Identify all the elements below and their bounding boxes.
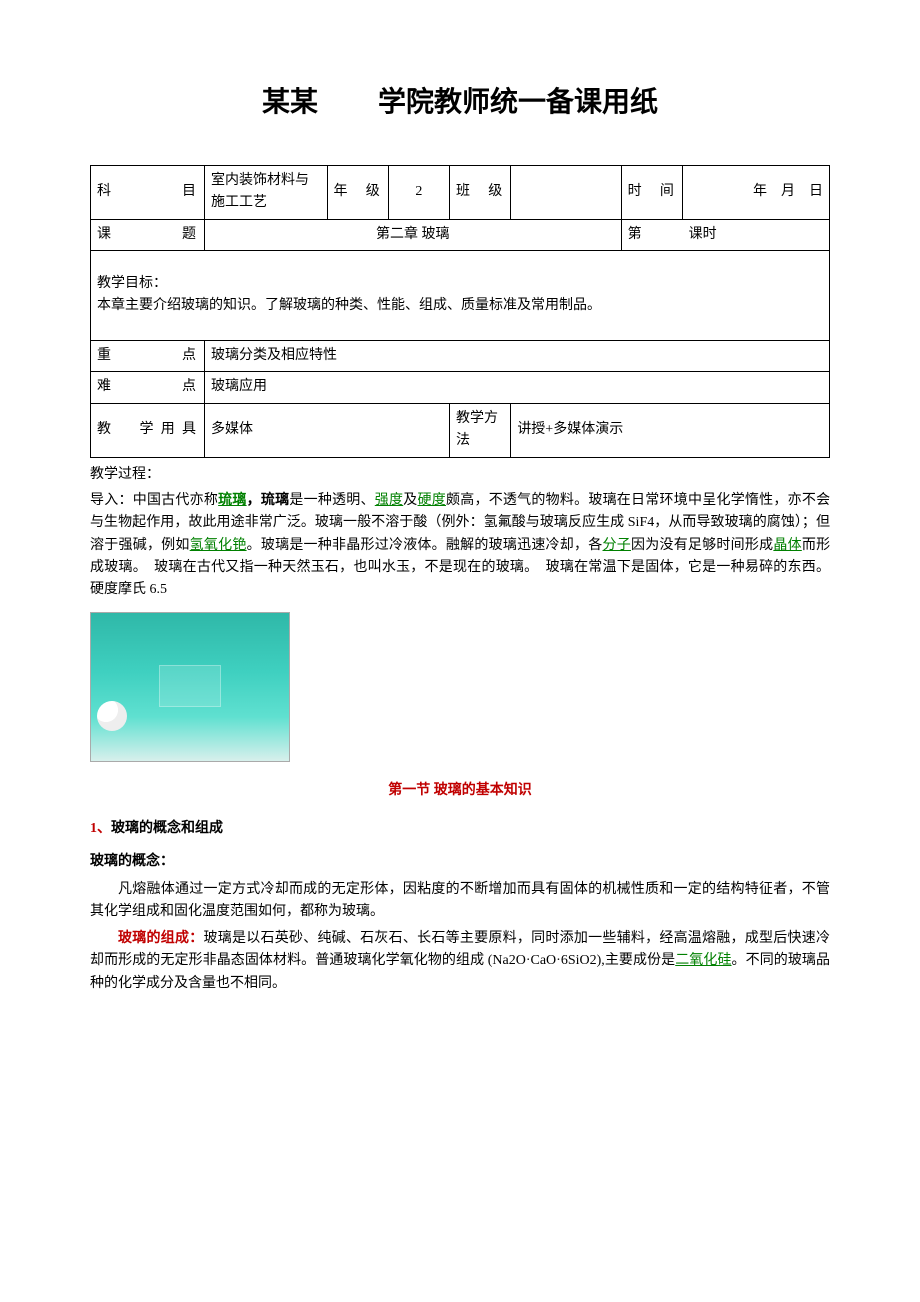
concept-head: 玻璃的概念： [90,851,830,873]
content-body: 教学过程： 导入：中国古代亦称琉璃，琉璃是一种透明、强度及硬度颇高，不透气的物料… [90,464,830,995]
process-label: 教学过程： [90,464,830,486]
grade-value: 2 [388,165,449,219]
intro-seg1: 是一种透明、 [289,493,374,508]
subject-value: 室内装饰材料与施工工艺 [204,165,327,219]
sec1-num: 1、 [90,821,111,836]
table-row: 教 学用具 多媒体 教学方法 讲授+多媒体演示 [91,403,830,457]
intro-seg2: 及 [403,493,417,508]
molecule-link[interactable]: 分子 [603,538,631,553]
hardness-link[interactable]: 硬度 [418,493,446,508]
csoh-link[interactable]: 氢氧化铯 [190,538,247,553]
intro-lead: 导入：中国古代亦称 [90,493,218,508]
subject-label: 科 目 [91,165,205,219]
flower-icon [97,701,127,731]
title-left: 某某 [262,80,318,125]
table-row: 教学目标： 本章主要介绍玻璃的知识。了解玻璃的种类、性能、组成、质量标准及常用制… [91,250,830,340]
title-right: 学院教师统一备课用纸 [378,80,658,125]
sec1-item1-head: 1、玻璃的概念和组成 [90,818,830,840]
keypoint-value: 玻璃分类及相应特性 [204,340,829,371]
liuli-bold-link[interactable]: 琉璃 [218,493,246,508]
table-row: 科 目 室内装饰材料与施工工艺 年级 2 班级 时间 年 月 日 [91,165,830,219]
tool-label: 教 学用具 [91,403,205,457]
class-label: 班级 [450,165,511,219]
crystal-link[interactable]: 晶体 [773,538,801,553]
table-row: 重 点 玻璃分类及相应特性 [91,340,830,371]
comma: ， [247,493,261,508]
intro-seg5: 因为没有足够时间形成 [631,538,773,553]
goal-text: 本章主要介绍玻璃的知识。了解玻璃的种类、性能、组成、质量标准及常用制品。 [97,295,823,317]
composition-para: 玻璃的组成：玻璃是以石英砂、纯碱、石灰石、长石等主要原料，同时添加一些辅料，经高… [90,928,830,995]
table-row: 课 题 第二章 玻璃 第 课时 [91,219,830,250]
goal-label: 教学目标： [97,273,823,295]
strength-link[interactable]: 强度 [375,493,403,508]
page-title: 某某 学院教师统一备课用纸 [90,80,830,125]
sio2-link[interactable]: 二氧化硅 [675,953,731,968]
method-value: 讲授+多媒体演示 [511,403,830,457]
time-label: 时间 [621,165,682,219]
intro-paragraph: 导入：中国古代亦称琉璃，琉璃是一种透明、强度及硬度颇高，不透气的物料。玻璃在日常… [90,490,830,602]
header-table: 科 目 室内装饰材料与施工工艺 年级 2 班级 时间 年 月 日 课 题 第二章… [90,165,830,458]
goal-cell: 教学目标： 本章主要介绍玻璃的知识。了解玻璃的种类、性能、组成、质量标准及常用制… [91,250,830,340]
class-value [511,165,621,219]
section-1-text: 第一节 玻璃的基本知识 [388,783,532,798]
liuli-bold: 琉璃 [261,493,289,508]
difficulty-value: 玻璃应用 [204,372,829,403]
grade-label: 年级 [327,165,388,219]
lesson-cell: 第 课时 [621,219,829,250]
tool-value: 多媒体 [204,403,449,457]
topic-label: 课 题 [91,219,205,250]
concept-body: 凡熔融体通过一定方式冷却而成的无定形体，因粘度的不断增加而具有固体的机械性质和一… [90,879,830,924]
keypoint-label: 重 点 [91,340,205,371]
intro-seg4: 。玻璃是一种非晶形过冷液体。融解的玻璃迅速冷却，各 [247,538,603,553]
section-1-title: 第一节 玻璃的基本知识 [90,780,830,802]
comp-head: 玻璃的组成： [118,931,203,946]
table-row: 难 点 玻璃应用 [91,372,830,403]
method-label: 教学方法 [450,403,511,457]
difficulty-label: 难 点 [91,372,205,403]
topic-value: 第二章 玻璃 [204,219,621,250]
glass-image [90,612,290,762]
sec1-title: 玻璃的概念和组成 [111,821,223,836]
lesson-suffix: 课时 [689,227,717,242]
lesson-prefix: 第 [628,227,642,242]
date-value: 年 月 日 [682,165,829,219]
